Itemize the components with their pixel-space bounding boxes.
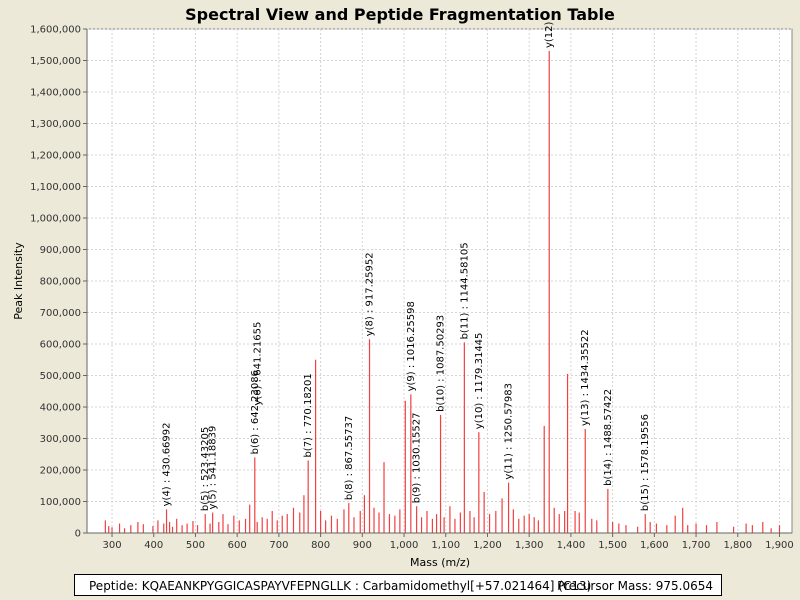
x-tick-label: 1,400: [557, 540, 586, 551]
x-tick-label: 900: [353, 540, 372, 551]
x-tick-label: 600: [228, 540, 247, 551]
y-tick-label: 1,600,000: [30, 25, 81, 36]
x-tick-label: 800: [311, 540, 330, 551]
axes: 300 400 500 600 700 800 900 1,000 1,100 1,200 1,30…: [30, 25, 794, 552]
x-tick-label: 1,500: [598, 540, 627, 551]
x-tick-label: 400: [144, 540, 163, 551]
y-tick-label: 800,000: [40, 277, 81, 288]
peak-annotation: b(7) : 770.18201: [303, 373, 314, 457]
peak-annotation: b(14) : 1488.57422: [603, 389, 614, 486]
y-tick-label: 1,200,000: [30, 151, 81, 162]
y-tick-label: 1,400,000: [30, 88, 81, 99]
y-axis-label: Peak Intensity: [12, 242, 25, 320]
peak-annotation: b(6) : 642.23086: [250, 370, 261, 454]
x-tick-label: 1,900: [765, 540, 794, 551]
x-tick-label: 1,300: [515, 540, 544, 551]
y-tick-label: 900,000: [40, 245, 81, 256]
peak-annotation: b(10) : 1087.50293: [436, 315, 447, 412]
peak-annotation: y(10) : 1179.31445: [474, 333, 485, 430]
y-tick-label: 1,000,000: [30, 214, 81, 225]
peak-series: [104, 51, 781, 533]
x-tick-label: 500: [186, 540, 205, 551]
peak-annotation: b(11) : 1144.58105: [459, 242, 470, 339]
y-tick-label: 200,000: [40, 466, 81, 477]
x-tick-label: 1,600: [640, 540, 669, 551]
peak-annotation: y(13) : 1434.35522: [580, 329, 591, 426]
y-tick-label: 500,000: [40, 371, 81, 382]
peptide-label: Peptide: KQAEANKPYGGICASPAYVFEPNGLLK : C…: [89, 579, 592, 593]
y-tick-label: 400,000: [40, 403, 81, 414]
x-axis-label: Mass (m/z): [410, 556, 470, 569]
peak-annotation: y(4) : 430.66992: [162, 422, 173, 506]
chart-title: Spectral View and Peptide Fragmentation …: [185, 5, 615, 24]
y-tick-label: 1,100,000: [30, 182, 81, 193]
peak-annotation: y(8) : 917.25952: [365, 252, 376, 336]
peak-annotation: y(5) : 541.18839: [208, 426, 219, 510]
precursor-mass-label: Precursor Mass: 975.0654: [557, 579, 713, 593]
x-tick-label: 1,700: [682, 540, 711, 551]
peptide-info-box: Peptide: KQAEANKPYGGICASPAYVFEPNGLLK : C…: [74, 574, 722, 596]
x-tick-label: 1,800: [723, 540, 752, 551]
peak-annotation: b(9) : 1030.15527: [412, 413, 423, 504]
peak-annotation: b(15) : 1578.19556: [640, 414, 651, 511]
peak-annotation: b(8) : 867.55737: [344, 416, 355, 500]
x-tick-label: 300: [102, 540, 121, 551]
grid-lines: [87, 28, 792, 533]
x-tick-label: 700: [269, 540, 288, 551]
peak-annotation: b(5) : 523.43205: [200, 427, 211, 511]
peak-annotation: y(11) : 1250.57983: [504, 383, 515, 480]
y-tick-label: 300,000: [40, 434, 81, 445]
x-tick-label: 1,000: [390, 540, 419, 551]
y-tick-label: 100,000: [40, 497, 81, 508]
x-tick-label: 1,200: [473, 540, 502, 551]
y-tick-label: 600,000: [40, 340, 81, 351]
peak-annotation: y(12): [544, 22, 555, 49]
y-tick-label: 700,000: [40, 308, 81, 319]
peak-annotation: y(6) : 641.21655: [252, 322, 263, 406]
y-tick-label: 1,300,000: [30, 119, 81, 130]
y-tick-label: 1,500,000: [30, 56, 81, 67]
y-tick-label: 0: [75, 529, 81, 540]
peak-annotation: y(9) : 1016.25598: [406, 301, 417, 391]
x-tick-label: 1,100: [431, 540, 460, 551]
